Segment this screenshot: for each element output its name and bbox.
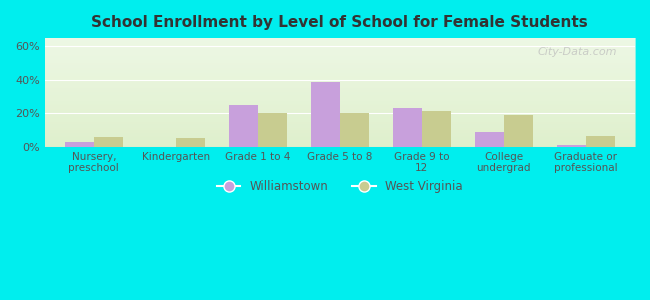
Title: School Enrollment by Level of School for Female Students: School Enrollment by Level of School for… [92,15,588,30]
Bar [311,82,340,147]
Bar [229,105,258,147]
Text: City-Data.com: City-Data.com [538,47,618,57]
Bar [422,111,450,147]
Bar [258,113,287,147]
Bar [475,132,504,147]
Bar [504,115,532,147]
Bar [94,137,122,147]
Bar [65,142,94,147]
Bar [393,108,422,147]
Legend: Williamstown, West Virginia: Williamstown, West Virginia [212,175,467,197]
Bar [586,136,614,147]
Bar [176,138,205,147]
Bar [557,145,586,147]
Bar [340,112,369,147]
